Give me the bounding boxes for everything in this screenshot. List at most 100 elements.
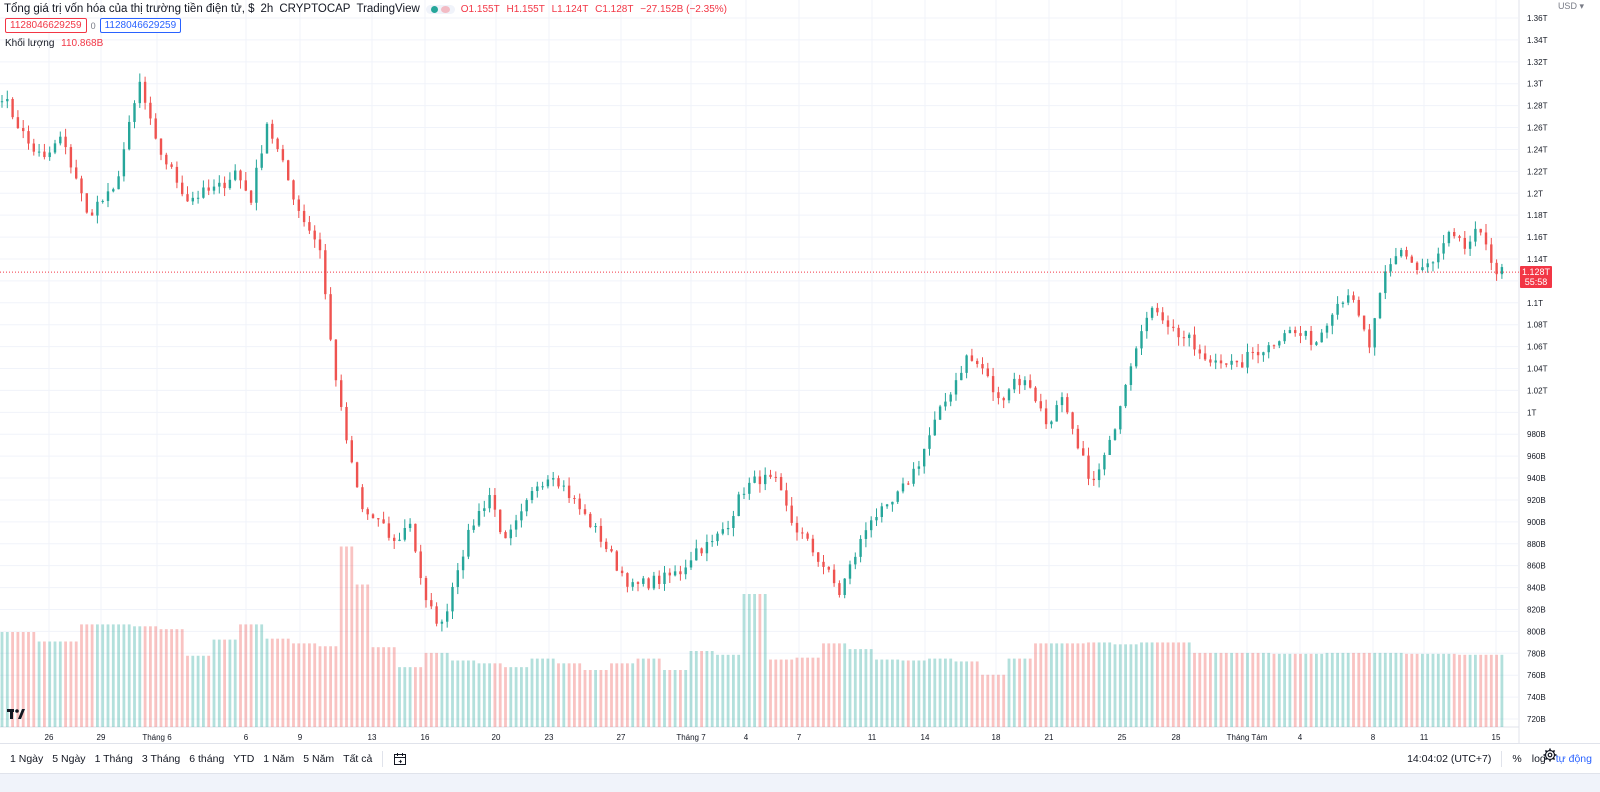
source-label[interactable]: TradingView [356,3,420,15]
candle-body [1400,250,1403,257]
chart-title[interactable]: Tổng giá trị vốn hóa của thị trường tiền… [4,3,255,15]
candle-body [732,516,735,528]
candle-body [6,98,9,102]
candle-body [1468,241,1472,249]
clock-timezone[interactable]: 14:04:02 (UTC+7) [1407,753,1492,765]
volume-bar [694,651,698,727]
volume-bar [1203,652,1207,727]
volume-bar [85,624,89,727]
period-6m-button[interactable]: 6 tháng [189,753,225,765]
candle-body [514,520,518,530]
volume-bar [891,659,894,727]
candle-body [1071,412,1074,429]
price-chart[interactable]: 1.36T 1.34T 1.32T 1.3T 1.28T 1.26T 1.24T 1.22T 1… [0,0,1600,743]
candle-body [112,189,115,192]
candle-body [1288,330,1292,334]
candle-body [32,143,35,152]
horizontal-scrollbar[interactable] [0,773,1600,792]
volume-bar [1357,652,1361,727]
go-to-date-calendar-icon[interactable] [393,752,407,766]
tradingview-logo-icon[interactable] [6,705,26,723]
volume-bar [917,660,921,727]
period-1d-button[interactable]: 1 Ngày [10,753,44,765]
time-axis-label: 28 [1172,733,1181,742]
candle-body [578,498,581,510]
volume-bar [281,638,285,727]
candle-body [329,294,332,340]
volume-bar [938,658,942,727]
volume-bar [1028,658,1032,727]
candle-body [149,102,152,119]
exchange-label[interactable]: CRYPTOCAP [279,3,351,15]
candle-body [938,406,942,420]
candle-body [870,520,873,531]
period-ytd-button[interactable]: YTD [233,753,255,765]
volume-bar [345,546,348,727]
volume-bar [1468,654,1472,727]
candle-body [472,525,475,530]
volume-bar [1044,643,1048,727]
period-1y-button[interactable]: 1 Năm [263,753,295,765]
candle-body [631,582,634,587]
period-1m-button[interactable]: 1 Tháng [94,753,133,765]
candle-body [175,166,179,183]
candle-body [85,193,88,213]
candle-body [991,376,995,393]
candle-body [1135,348,1138,367]
candle-body [493,495,497,510]
candle-body [1447,232,1451,244]
candle-body [885,504,889,507]
time-axis-label: Tháng 7 [676,733,706,742]
visibility-toggle[interactable] [425,4,455,14]
candle-body [758,476,762,485]
candle-body [923,448,926,467]
candle-body [1304,330,1307,336]
candle-body [742,493,746,495]
candle-body [239,170,242,181]
volume-bar [398,667,401,727]
volume-bar [127,624,131,727]
period-5d-button[interactable]: 5 Ngày [52,753,86,765]
candle-body [795,522,799,533]
percent-scale-toggle[interactable]: % [1512,753,1522,765]
volume-bar [795,657,799,727]
volume-bar [1050,643,1053,727]
open-value: O1.155T [460,3,500,15]
candle-body [302,210,306,223]
log-scale-toggle[interactable]: log [1531,753,1546,765]
volume-legend[interactable]: Khối lượng 110.868B [5,38,103,49]
period-3m-button[interactable]: 3 Tháng [141,753,181,765]
volume-bar [710,651,714,727]
volume-label: Khối lượng [5,38,55,49]
candle-body [1029,380,1032,388]
candle-body [1198,349,1201,354]
volume-bar [673,670,677,727]
volume-bar [1405,653,1408,727]
candle-body [1082,448,1085,456]
candle-body [456,570,459,587]
candle-body [255,167,258,203]
volume-bar [186,655,189,727]
price-tick-label: 1.16T [1527,233,1548,242]
candle-body [96,201,99,216]
last-price-tag: 1.128T 55:58 [1520,266,1552,288]
sell-price-box[interactable]: 1128046629259 [5,18,87,33]
candle-body [1044,408,1048,425]
candle-body [75,167,78,179]
currency-selector[interactable]: USD ▾ [1558,1,1584,12]
interval-label[interactable]: 2h [260,3,274,15]
period-all-button[interactable]: Tất cả [343,753,373,765]
volume-bar [578,663,582,727]
period-5y-button[interactable]: 5 Năm [303,753,335,765]
auto-scale-toggle[interactable]: tự động [1555,753,1592,765]
candle-body [965,355,968,373]
candle-body [1103,455,1106,470]
gear-icon[interactable] [1543,748,1557,762]
candle-body [907,483,910,485]
candle-body [1378,293,1382,319]
buy-price-box[interactable]: 1128046629259 [99,18,182,33]
volume-bar [244,624,248,727]
candle-body [726,527,730,530]
volume-bar [149,626,152,727]
